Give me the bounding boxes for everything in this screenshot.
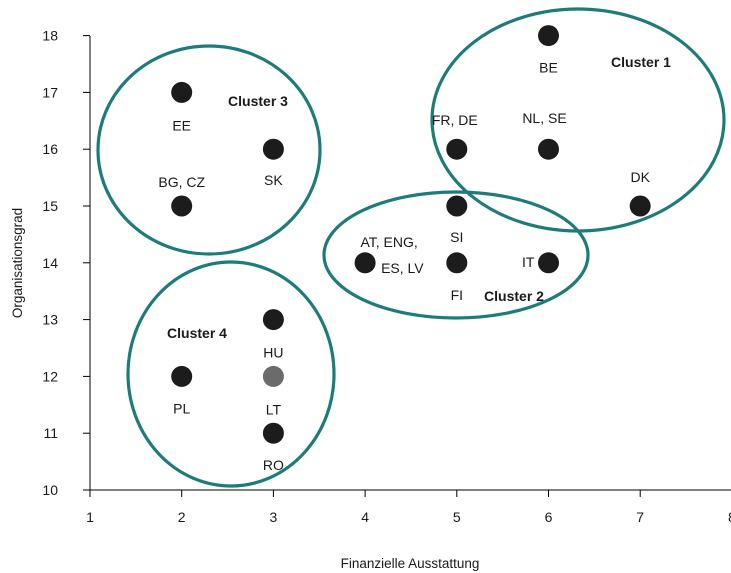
x-tick-label: 8 xyxy=(728,509,731,525)
y-ticks: 10 11 12 13 14 15 16 17 18 xyxy=(42,28,90,498)
point-label: AT, ENG, xyxy=(360,234,417,250)
x-tick-label: 2 xyxy=(178,509,186,525)
y-tick-label: 10 xyxy=(42,482,58,498)
cluster-ellipse xyxy=(322,190,590,320)
data-point xyxy=(538,25,559,47)
y-tick-label: 12 xyxy=(42,368,58,384)
cluster-label: Cluster 1 xyxy=(611,54,671,70)
point-label: EE xyxy=(172,117,191,133)
y-tick-label: 17 xyxy=(42,84,58,100)
point-label: NL, SE xyxy=(522,110,566,126)
x-axis-title: Finanzielle Ausstattung xyxy=(341,556,480,571)
point-label: SI xyxy=(450,229,463,245)
point-label: BG, CZ xyxy=(158,174,205,190)
y-axis-title: Organisationsgrad xyxy=(10,208,25,318)
point-label: FI xyxy=(451,287,463,303)
data-point xyxy=(262,138,284,160)
point-label: RO xyxy=(263,457,284,473)
point-label: SK xyxy=(264,172,283,188)
data-point xyxy=(446,252,468,274)
y-tick-label: 16 xyxy=(42,141,58,157)
data-point xyxy=(171,365,193,387)
x-tick-label: 1 xyxy=(86,509,94,525)
data-point xyxy=(446,195,468,217)
point-label: HU xyxy=(263,345,283,361)
y-tick-label: 11 xyxy=(43,425,58,441)
point-label: PL xyxy=(173,400,190,416)
cluster-ellipse xyxy=(126,260,336,488)
cluster-label: Cluster 4 xyxy=(167,325,227,341)
cluster-ellipses xyxy=(96,7,726,488)
x-tick-label: 4 xyxy=(361,509,369,525)
x-tick-label: 7 xyxy=(636,509,644,525)
cluster-ellipse xyxy=(96,44,322,256)
y-tick-label: 14 xyxy=(42,255,58,271)
data-point xyxy=(446,138,468,160)
point-label: ES, LV xyxy=(381,260,424,276)
cluster-label: Cluster 3 xyxy=(228,93,288,109)
data-point xyxy=(629,195,651,217)
y-tick-label: 13 xyxy=(42,312,58,328)
data-point xyxy=(171,195,193,217)
cluster-labels: Cluster 1 Cluster 2 Cluster 3 Cluster 4 xyxy=(167,54,671,341)
point-label: DK xyxy=(630,169,650,185)
x-tick-label: 5 xyxy=(453,509,461,525)
point-label: FR, DE xyxy=(432,112,478,128)
point-label: LT xyxy=(266,401,282,417)
data-point xyxy=(262,309,284,331)
point-label: BE xyxy=(539,60,558,76)
y-tick-label: 18 xyxy=(42,28,58,44)
data-point xyxy=(171,81,193,103)
cluster-label: Cluster 2 xyxy=(484,288,544,304)
data-points xyxy=(171,25,651,444)
data-point xyxy=(354,252,376,274)
x-ticks: 1 2 3 4 5 6 7 8 xyxy=(86,490,731,525)
data-point xyxy=(262,422,284,444)
data-point xyxy=(538,252,559,274)
point-labels: EE BG, CZ SK PL HU LT RO AT, ENG, ES, LV SI FI FR, … xyxy=(158,60,650,474)
y-tick-label: 15 xyxy=(42,198,58,214)
x-tick-label: 3 xyxy=(270,509,278,525)
data-point xyxy=(262,365,284,387)
point-label: IT xyxy=(522,254,535,270)
data-point xyxy=(538,138,559,160)
x-tick-label: 6 xyxy=(545,509,553,525)
